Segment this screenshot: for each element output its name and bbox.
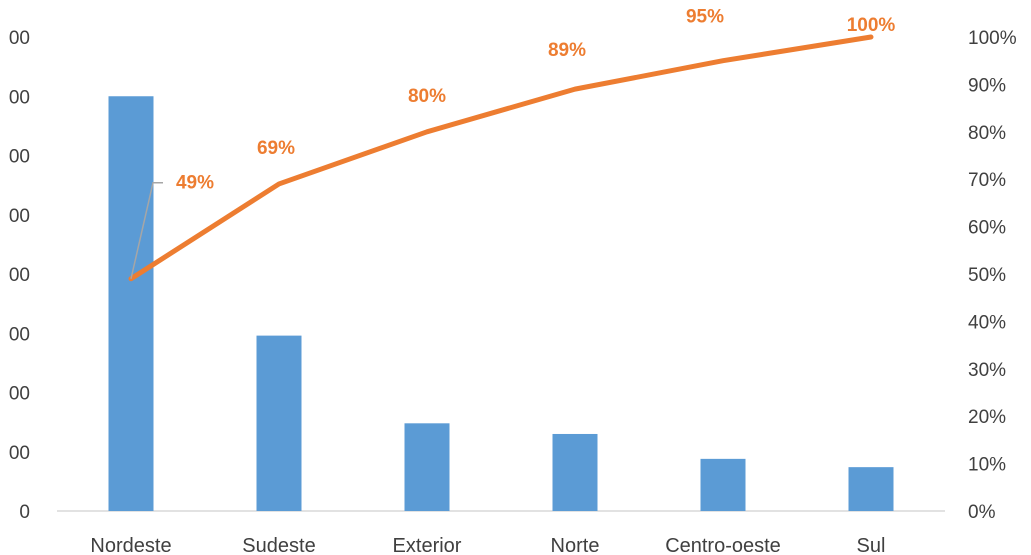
right-tick-label: 90% [968, 75, 1006, 96]
right-tick-label: 0% [968, 502, 996, 523]
left-tick-label: 00 [9, 87, 30, 108]
right-tick-label: 50% [968, 265, 1006, 286]
cumulative-series: 49% 69% 80% 89% 95% 100% [128, 7, 896, 282]
bar [256, 335, 302, 511]
cumulative-data-label: 80% [408, 86, 446, 107]
bar [108, 96, 154, 511]
category-label: Sul [857, 535, 886, 555]
right-tick-label: 80% [968, 123, 1006, 144]
cumulative-data-label: 89% [548, 40, 586, 61]
left-tick-label: 00 [9, 28, 30, 49]
left-tick-label: 0 [19, 502, 30, 523]
category-label: Centro-oeste [665, 535, 781, 555]
cumulative-data-label: 95% [686, 7, 724, 28]
right-tick-label: 20% [968, 407, 1006, 428]
cumulative-data-label: 69% [257, 138, 295, 159]
left-tick-label: 00 [9, 324, 30, 345]
right-tick-label: 70% [968, 170, 1006, 191]
right-tick-label: 100% [968, 28, 1017, 49]
bar [700, 458, 746, 511]
left-tick-label: 00 [9, 147, 30, 168]
data-label-leader-line [130, 181, 163, 279]
bar [552, 433, 598, 511]
left-tick-label: 00 [9, 443, 30, 464]
right-tick-label: 30% [968, 360, 1006, 381]
bar [848, 467, 894, 511]
category-label: Nordeste [90, 535, 171, 555]
cumulative-line [128, 34, 874, 282]
bar [404, 423, 450, 511]
cumulative-data-label: 49% [176, 173, 214, 194]
right-tick-label: 40% [968, 312, 1006, 333]
left-tick-label: 00 [9, 265, 30, 286]
bar-series [108, 96, 894, 511]
left-tick-label: 00 [9, 206, 30, 227]
left-tick-label: 00 [9, 384, 30, 405]
right-axis: 0% 10% 20% 30% 40% 50% 60% 70% 80% 90% 100% [968, 28, 1017, 523]
category-label: Exterior [393, 535, 462, 555]
right-tick-label: 60% [968, 218, 1006, 239]
category-label: Sudeste [242, 535, 315, 555]
category-labels: Nordeste Sudeste Exterior Norte Centro-oeste… [90, 535, 885, 555]
category-label: Norte [551, 535, 600, 555]
cumulative-data-label: 100% [847, 15, 896, 36]
right-tick-label: 10% [968, 455, 1006, 476]
